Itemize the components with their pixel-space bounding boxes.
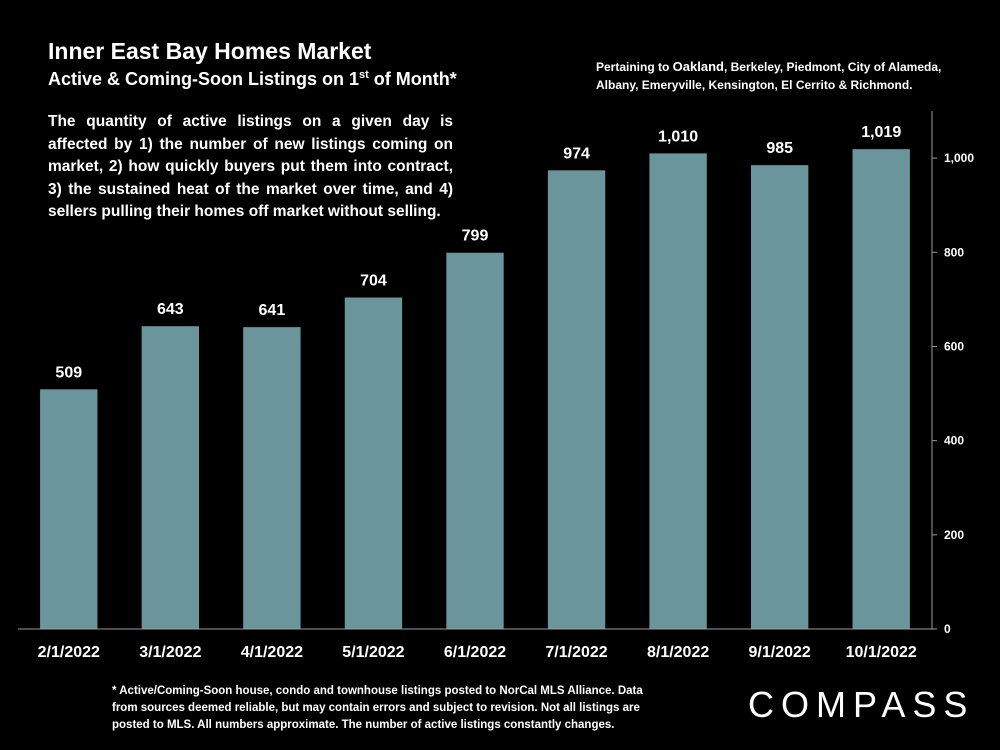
description-line: sellers pulling their homes off market w… bbox=[48, 203, 441, 220]
bar-value-label: 1,010 bbox=[658, 128, 698, 145]
x-tick-label: 2/1/2022 bbox=[38, 644, 100, 661]
x-tick-label: 4/1/2022 bbox=[241, 644, 303, 661]
bar-value-label: 1,019 bbox=[861, 124, 901, 141]
x-tick-label: 3/1/2022 bbox=[139, 644, 201, 661]
x-tick-label: 8/1/2022 bbox=[647, 644, 709, 661]
bar-value-label: 704 bbox=[360, 272, 387, 289]
region-note-rest: , Berkeley, Piedmont, City of Alameda, bbox=[723, 60, 942, 74]
bar-3/1/2022 bbox=[141, 326, 200, 629]
bar-value-label: 509 bbox=[55, 364, 82, 381]
description-line: 3) the sustained heat of the market over… bbox=[48, 180, 453, 198]
description-line: affected by 1) the number of new listing… bbox=[48, 135, 453, 153]
bar-value-label: 799 bbox=[462, 228, 489, 245]
subtitle-superscript: st bbox=[359, 69, 369, 81]
description-text: The quantity of active listings on a giv… bbox=[48, 111, 453, 224]
bar-2/1/2022 bbox=[40, 389, 98, 629]
y-tick-label: 0 bbox=[944, 622, 951, 636]
region-note-highlight: Oakland bbox=[672, 59, 724, 74]
footnote-line: from sources deemed reliable, but may co… bbox=[112, 702, 640, 714]
bar-value-label: 641 bbox=[259, 302, 286, 319]
subtitle-end: of Month* bbox=[368, 69, 457, 89]
y-tick-label: 1,000 bbox=[944, 151, 974, 165]
y-tick-label: 600 bbox=[944, 339, 964, 353]
subtitle-main: Active & Coming-Soon Listings on 1 bbox=[48, 69, 360, 89]
y-tick-label: 400 bbox=[944, 434, 964, 448]
bar-4/1/2022 bbox=[243, 327, 301, 629]
compass-logo: COMPASS bbox=[748, 684, 975, 725]
x-tick-label: 10/1/2022 bbox=[846, 644, 917, 661]
bar-10/1/2022 bbox=[852, 149, 910, 630]
bar-value-label: 974 bbox=[563, 145, 590, 162]
bar-value-label: 985 bbox=[766, 140, 793, 157]
chart-title: Inner East Bay Homes Market bbox=[48, 38, 372, 64]
region-note: Pertaining to Oakland, Berkeley, Piedmon… bbox=[596, 58, 976, 94]
x-tick-label: 5/1/2022 bbox=[342, 644, 404, 661]
x-tick-label: 9/1/2022 bbox=[749, 644, 811, 661]
footnote: * Active/Coming-Soon house, condo and to… bbox=[112, 683, 672, 734]
description-line: market, 2) how quickly buyers put them i… bbox=[48, 158, 453, 175]
region-note-prefix: Pertaining to bbox=[596, 60, 673, 74]
x-tick-label: 7/1/2022 bbox=[545, 644, 607, 661]
description-line: The quantity of active listings on a giv… bbox=[48, 113, 453, 130]
bar-7/1/2022 bbox=[547, 170, 606, 630]
bar-8/1/2022 bbox=[649, 153, 707, 629]
region-note-line-2: Albany, Emeryville, Kensington, El Cerri… bbox=[596, 78, 913, 92]
x-tick-label: 6/1/2022 bbox=[444, 644, 506, 661]
region-note-line-1: Pertaining to Oakland, Berkeley, Piedmon… bbox=[596, 58, 976, 76]
bar-value-label: 643 bbox=[157, 301, 184, 318]
bar-5/1/2022 bbox=[344, 297, 403, 629]
bar-9/1/2022 bbox=[750, 165, 809, 629]
bar-6/1/2022 bbox=[446, 252, 504, 629]
footnote-line: posted to MLS. All numbers approximate. … bbox=[112, 719, 615, 731]
footnote-line: * Active/Coming-Soon house, condo and to… bbox=[112, 685, 643, 697]
y-tick-label: 200 bbox=[944, 528, 964, 542]
y-tick-label: 800 bbox=[944, 245, 964, 259]
chart-subtitle: Active & Coming-Soon Listings on 1st of … bbox=[48, 68, 457, 90]
